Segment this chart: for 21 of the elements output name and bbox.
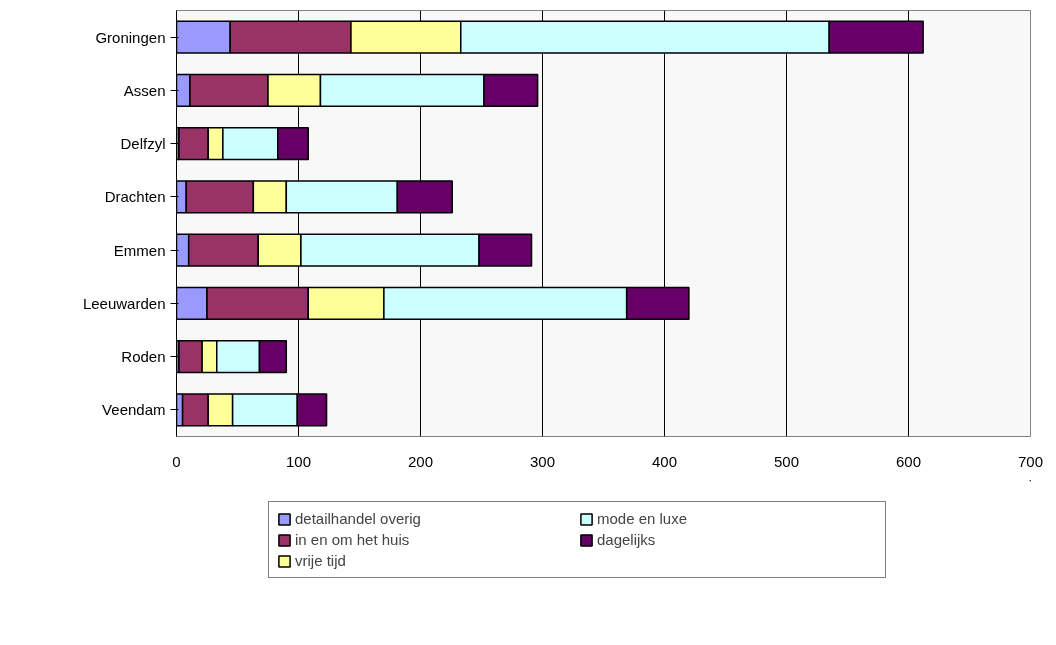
y-tick-label: Assen <box>123 81 166 99</box>
x-tick-label: 0 <box>172 452 181 470</box>
y-tick-label: Groningen <box>95 28 166 46</box>
legend-label: vrije tijd <box>295 552 347 569</box>
x-tick-label: 600 <box>895 452 922 470</box>
x-tick-label: 300 <box>529 452 556 470</box>
y-tick-label: Delfzyl <box>120 135 166 153</box>
legend-label: dagelijks <box>597 531 657 548</box>
y-tick-label: Drachten <box>104 188 166 206</box>
x-tick-label: 100 <box>285 452 312 470</box>
legend-label: mode en luxe <box>597 510 689 527</box>
x-tick-label: 200 <box>407 452 434 470</box>
y-tick-label: Roden <box>121 348 166 366</box>
x-tick-label: 500 <box>773 452 800 470</box>
legend-label: in en om het huis <box>295 531 411 548</box>
y-tick-label: Leeuwarden <box>82 294 166 312</box>
x-tick-label: 400 <box>651 452 678 470</box>
legend-label: detailhandel overig <box>295 510 422 527</box>
x-tick-label: 700 <box>1017 452 1044 470</box>
y-tick-label: Emmen <box>113 241 166 259</box>
y-tick-label: Veendam <box>102 401 166 419</box>
